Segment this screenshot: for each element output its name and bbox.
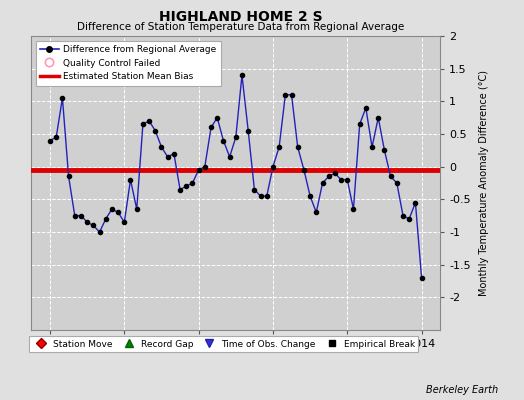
Legend: Station Move, Record Gap, Time of Obs. Change, Empirical Break: Station Move, Record Gap, Time of Obs. C… xyxy=(29,336,418,352)
Text: Berkeley Earth: Berkeley Earth xyxy=(425,385,498,395)
Text: Difference of Station Temperature Data from Regional Average: Difference of Station Temperature Data f… xyxy=(78,22,405,32)
Text: HIGHLAND HOME 2 S: HIGHLAND HOME 2 S xyxy=(159,10,323,24)
Y-axis label: Monthly Temperature Anomaly Difference (°C): Monthly Temperature Anomaly Difference (… xyxy=(479,70,489,296)
